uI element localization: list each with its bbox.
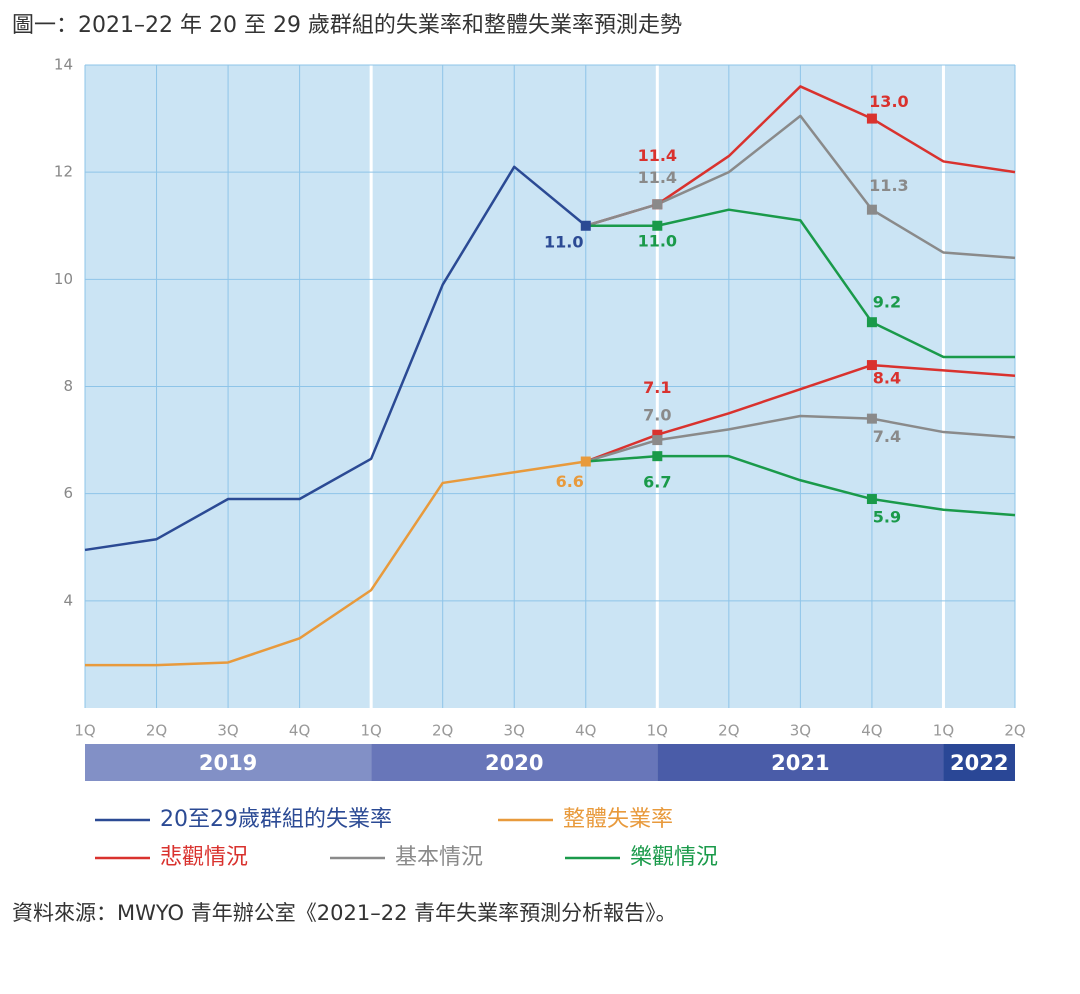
point-marker [866, 494, 877, 505]
source-note: 資料來源：MWYO 青年辦公室《2021–22 青年失業率預測分析報告》。 [12, 901, 677, 925]
y-tick-label: 14 [54, 56, 73, 74]
x-tick-label: 1Q [647, 722, 668, 740]
point-marker [580, 456, 591, 467]
year-label: 2021 [771, 751, 829, 775]
x-tick-label: 4Q [575, 722, 596, 740]
point-marker [866, 413, 877, 424]
x-tick-label: 2Q [1004, 722, 1025, 740]
data-label: 9.2 [873, 293, 901, 312]
x-tick-label: 4Q [289, 722, 310, 740]
chart-title: 圖一：2021–22 年 20 至 29 歲群組的失業率和整體失業率預測走勢 [12, 13, 682, 38]
point-marker [866, 317, 877, 328]
data-label: 6.6 [556, 472, 584, 491]
point-marker [652, 451, 663, 462]
x-tick-label: 1Q [360, 722, 381, 740]
x-tick-label: 2Q [432, 722, 453, 740]
series-line [85, 460, 586, 667]
year-band [371, 744, 658, 781]
y-tick-label: 10 [54, 270, 73, 288]
data-label: 5.9 [873, 508, 901, 527]
marks: 11.0 6.6 11.4 13.0 7.1 8.4 11.4 11.3 7.0 7.4 11.0 9… [84, 85, 1016, 667]
y-tick-label: 8 [63, 377, 73, 395]
x-tick-label: 3Q [217, 722, 238, 740]
data-label: 11.4 [638, 168, 677, 187]
point-marker [866, 113, 877, 124]
data-label: 8.4 [873, 369, 901, 388]
x-tick-label: 3Q [504, 722, 525, 740]
data-label: 11.0 [544, 232, 583, 251]
legend-label: 整體失業率 [563, 807, 673, 832]
point-marker [652, 429, 663, 440]
point-marker [580, 220, 591, 231]
year-label: 2019 [199, 751, 257, 775]
year-band [657, 744, 944, 781]
year-band [943, 744, 1015, 781]
data-label: 6.7 [643, 473, 671, 492]
y-tick-label: 12 [54, 163, 73, 181]
y-tick-label: 4 [63, 591, 73, 609]
point-marker [652, 220, 663, 231]
legend-label: 基本情況 [395, 845, 483, 870]
x-tick-label: 2Q [718, 722, 739, 740]
point-marker [866, 360, 877, 371]
x-tick-label: 2Q [146, 722, 167, 740]
y-tick-label: 6 [63, 484, 73, 502]
data-label: 7.1 [643, 378, 671, 397]
legend-label: 樂觀情況 [630, 845, 718, 870]
data-label: 13.0 [869, 92, 908, 111]
x-tick-label: 3Q [790, 722, 811, 740]
x-tick-label: 4Q [861, 722, 882, 740]
data-label: 7.4 [873, 427, 901, 446]
grid [84, 64, 1016, 708]
legend-label: 20至29歲群組的失業率 [160, 807, 392, 832]
point-marker [866, 204, 877, 215]
data-label: 7.0 [643, 406, 671, 425]
point-marker [652, 199, 663, 210]
data-label: 11.3 [869, 176, 908, 195]
x-tick-label: 1Q [74, 722, 95, 740]
legend-label: 悲觀情況 [160, 845, 248, 870]
data-label: 11.0 [638, 231, 677, 250]
year-label: 2020 [485, 751, 543, 775]
data-label: 11.4 [638, 146, 677, 165]
x-tick-label: 1Q [933, 722, 954, 740]
point-marker [652, 435, 663, 446]
year-band [85, 744, 372, 781]
series-line [84, 165, 587, 552]
year-label: 2022 [950, 751, 1008, 775]
